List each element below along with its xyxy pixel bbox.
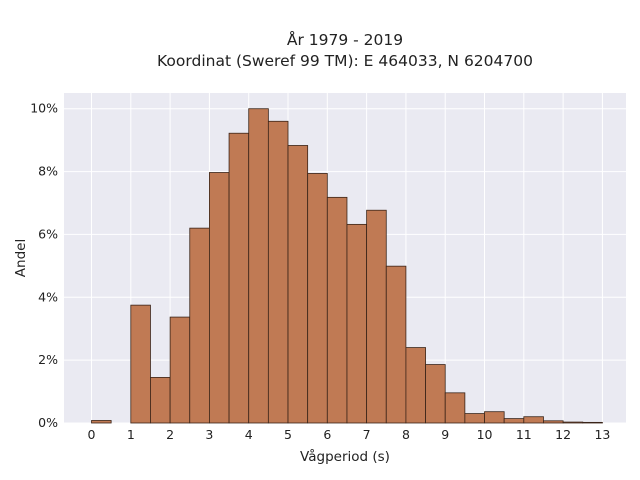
histogram-bar [562,421,584,424]
histogram-bar [228,132,250,424]
x-tick-label: 0 [88,427,96,442]
x-tick-label: 3 [205,427,213,442]
histogram-bar [543,420,564,424]
histogram-bar [405,347,426,424]
histogram-bar [307,173,328,424]
bars [91,108,603,424]
histogram-bar [169,316,191,424]
histogram-bar [346,223,368,424]
x-tick-labels: 0 1 2 3 4 5 6 7 8 9 10 11 12 13 [88,427,611,442]
y-tick-labels: 0% 2% 4% 6% 8% 10% [30,101,58,430]
y-tick-label: 10% [30,101,58,116]
y-tick-label: 4% [38,289,58,304]
histogram-bar [582,421,603,424]
x-tick-label: 10 [477,427,493,442]
histogram-bar [248,108,269,424]
histogram-bar [503,418,525,424]
y-tick-label: 0% [38,415,58,430]
x-tick-label: 12 [555,427,571,442]
histogram-bar [189,227,210,424]
x-tick-label: 13 [594,427,610,442]
chart-title-line2: Koordinat (Sweref 99 TM): E 464033, N 62… [157,52,533,70]
histogram-bar [366,209,387,424]
x-tick-label: 2 [166,427,174,442]
y-tick-label: 8% [38,164,58,179]
x-tick-label: 4 [245,427,253,442]
x-tick-label: 5 [284,427,292,442]
x-tick-label: 1 [127,427,135,442]
histogram-bar [385,265,407,424]
histogram-bar [326,196,348,424]
histogram-bar [91,420,112,424]
y-axis-label: Andel [13,239,29,277]
histogram-bar [425,364,446,424]
histogram-bar [484,411,505,424]
x-tick-label: 8 [402,427,410,442]
histogram-bar [267,120,289,424]
x-tick-label: 7 [363,427,371,442]
histogram-bar [464,413,485,424]
histogram-bar [523,416,544,424]
x-tick-label: 9 [441,427,449,442]
y-tick-label: 6% [38,226,58,241]
histogram-bar [130,304,151,424]
x-tick-label: 6 [323,427,331,442]
histogram-bar [209,172,230,424]
y-tick-label: 2% [38,352,58,367]
x-tick-label: 11 [516,427,532,442]
histogram-bar [150,377,171,424]
histogram-bar [444,392,466,424]
x-axis-label: Vågperiod (s) [300,448,390,465]
chart-title-line1: År 1979 - 2019 [287,30,403,49]
histogram-bar [287,145,309,424]
